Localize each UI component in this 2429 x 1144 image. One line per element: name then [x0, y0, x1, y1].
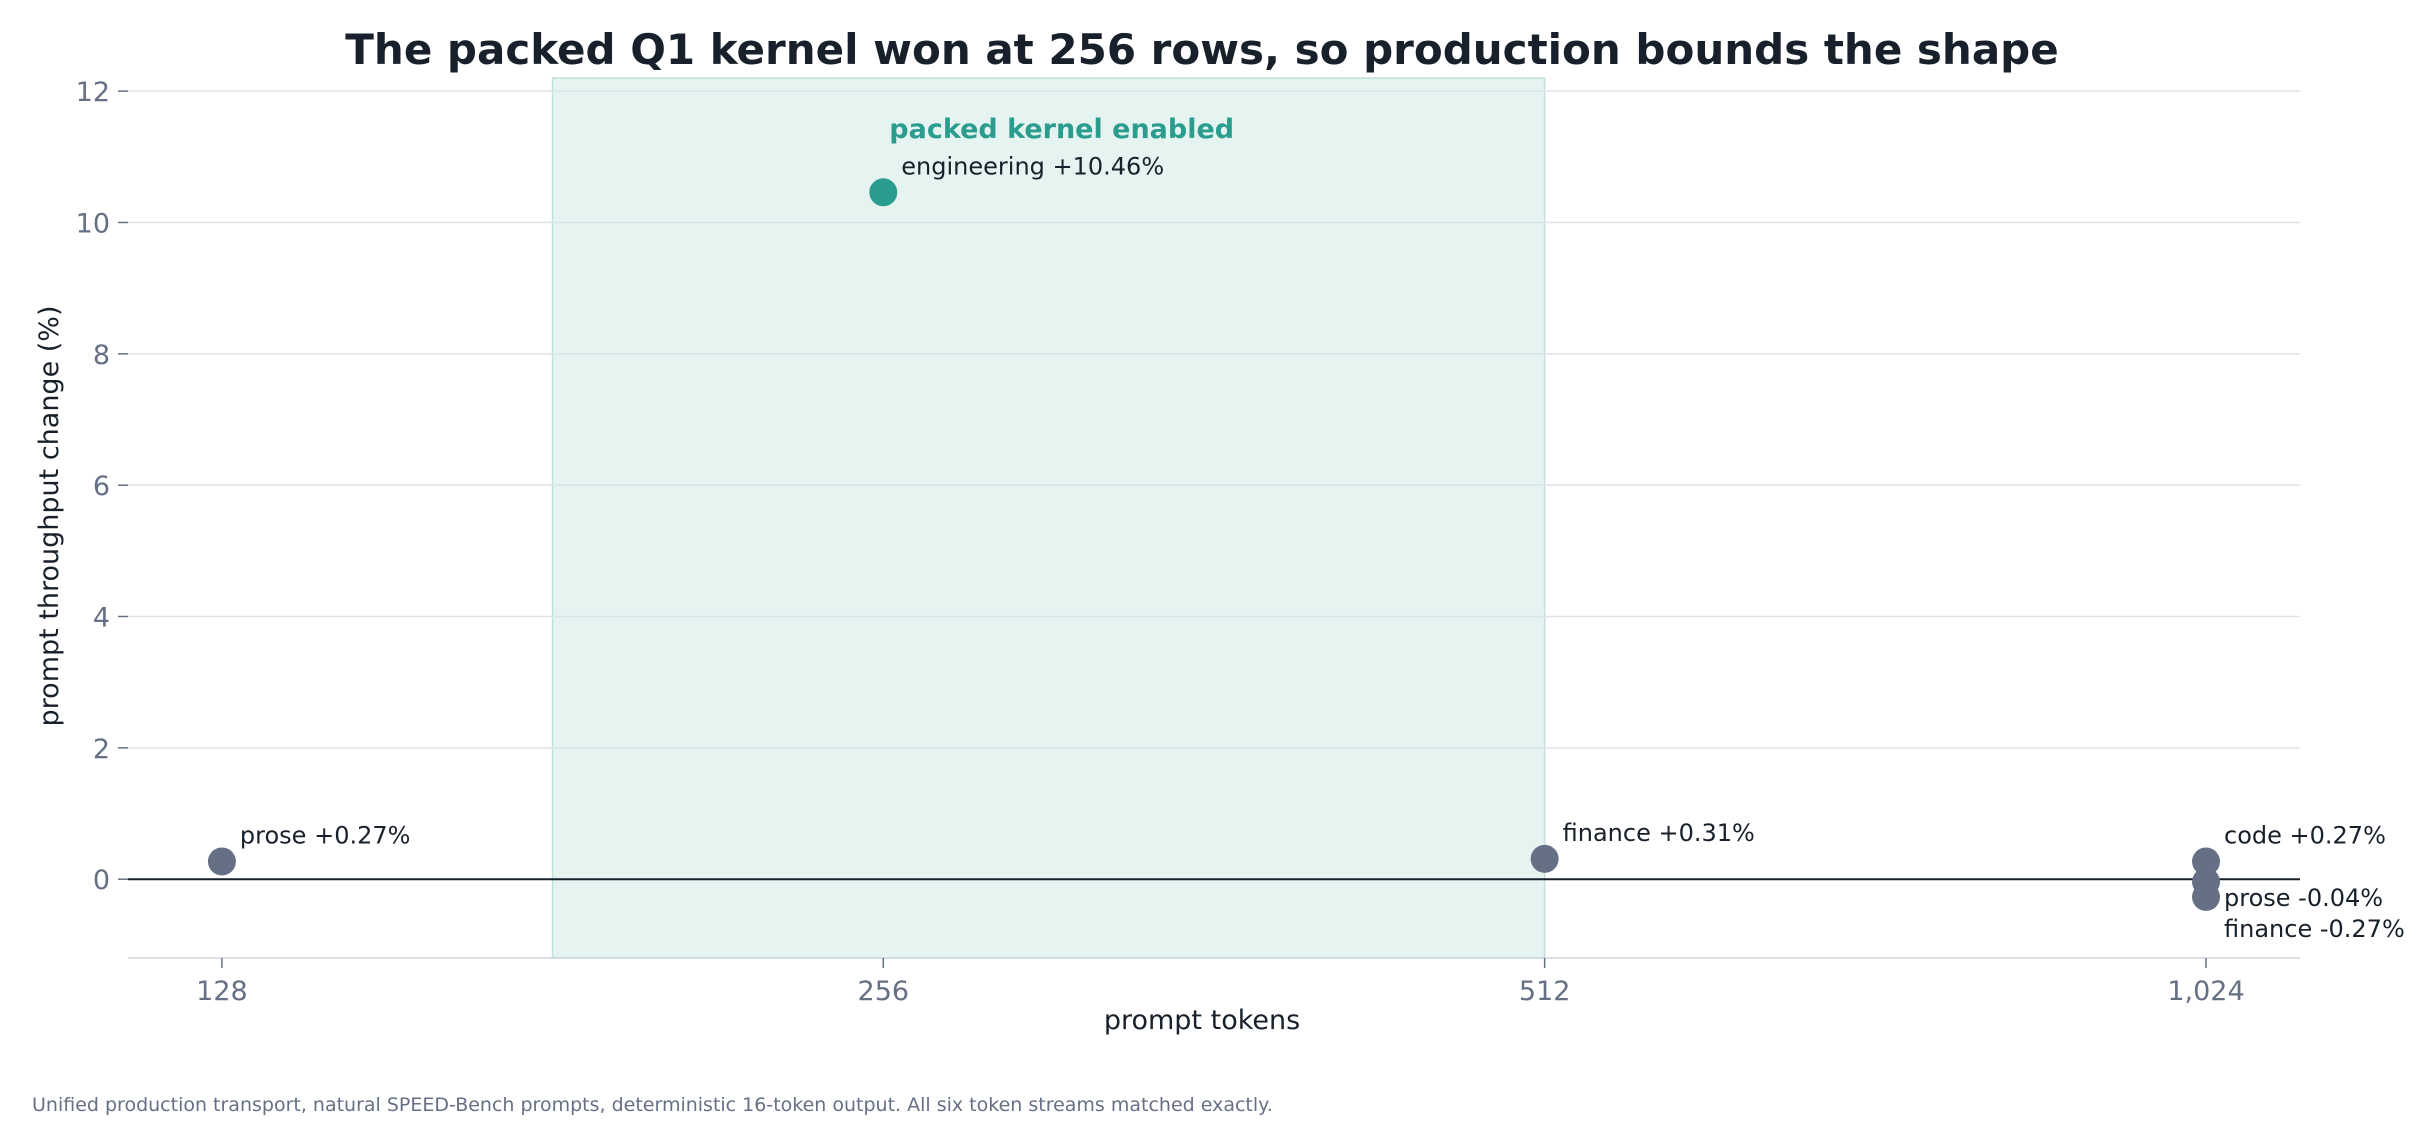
x-tick-label: 512 [1519, 976, 1571, 1007]
y-tick-label: 12 [76, 77, 110, 108]
point-label: code +0.27% [2224, 821, 2386, 849]
point-label: finance -0.27% [2224, 915, 2405, 943]
data-point [2192, 847, 2221, 876]
point-label: prose -0.04% [2224, 884, 2383, 912]
y-tick-label: 0 [93, 865, 110, 896]
band-layer [551, 77, 1546, 959]
x-tick-label: 128 [196, 976, 248, 1007]
chart-title: The packed Q1 kernel won at 256 rows, so… [345, 25, 2058, 74]
point-label: prose +0.27% [240, 821, 411, 849]
x-tick-label: 1,024 [2167, 976, 2244, 1007]
data-point [207, 847, 236, 876]
band-region [551, 77, 1546, 959]
y-axis-label: prompt throughput change (%) [34, 306, 65, 727]
y-tick-label: 8 [93, 340, 110, 371]
footnote: Unified production transport, natural SP… [32, 1094, 1273, 1116]
data-point [1530, 844, 1559, 873]
labels-layer: prose +0.27% engineering +10.46% finance +… [240, 152, 2405, 943]
x-axis-label: prompt tokens [1104, 1005, 1300, 1036]
point-label: finance +0.31% [1563, 819, 1755, 847]
data-point [869, 178, 898, 207]
grid-layer [128, 90, 2300, 881]
data-point [2192, 882, 2221, 911]
points-layer [207, 178, 2221, 911]
band-label: packed kernel enabled [889, 114, 1234, 145]
y-tick-label: 4 [93, 603, 110, 634]
y-tick-label: 2 [93, 734, 110, 765]
y-tick-label: 6 [93, 471, 110, 502]
point-label: engineering +10.46% [901, 152, 1164, 180]
y-tick-label: 10 [76, 208, 110, 239]
x-tick-label: 256 [858, 976, 910, 1007]
axis-layer: 0 2 4 6 8 10 12 128 256 512 1,024 [76, 77, 2300, 1007]
